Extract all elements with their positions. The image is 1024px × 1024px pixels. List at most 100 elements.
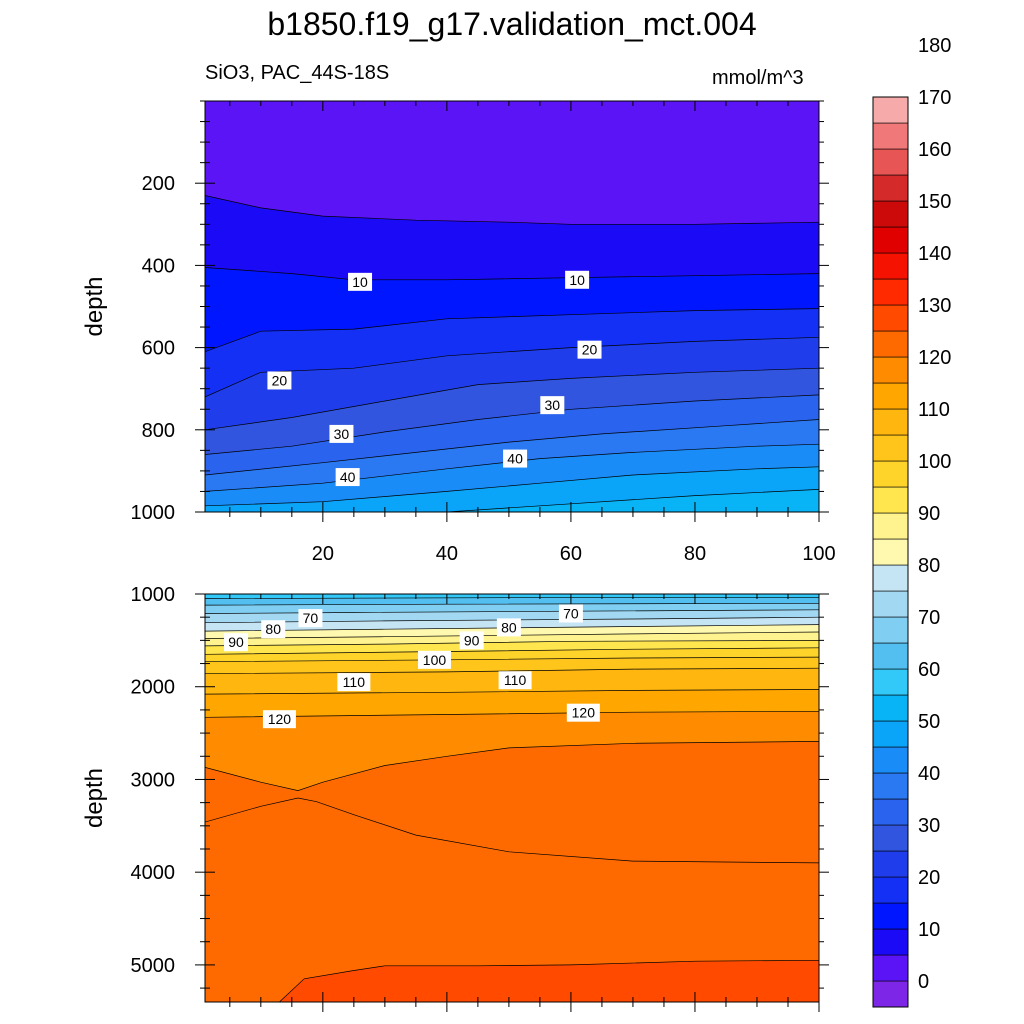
contour-line — [205, 336, 819, 398]
contour-label-text: 70 — [303, 610, 319, 626]
colorbar-swatch — [872, 434, 909, 462]
colorbar-swatch — [872, 928, 909, 956]
contour-line — [205, 195, 819, 225]
colorbar-swatch — [872, 720, 909, 748]
contour-line — [205, 656, 819, 663]
contour-line — [205, 308, 819, 353]
colorbar-label: 20 — [918, 867, 940, 889]
contour-line — [205, 959, 819, 1002]
y-tick-label: 1000 — [131, 584, 176, 606]
contour-label-text: 20 — [582, 342, 598, 358]
colorbar-swatch — [872, 512, 909, 540]
y-tick-label: 600 — [142, 338, 175, 360]
contour-label-text: 40 — [507, 451, 523, 467]
colorbar-swatch — [872, 486, 909, 514]
contour-line — [205, 689, 819, 695]
units-label: mmol/m^3 — [712, 67, 804, 89]
contour-label: 70 — [558, 604, 583, 623]
colorbar-label: 140 — [918, 243, 951, 265]
contour-label-text: 10 — [569, 272, 585, 288]
contour-label: 30 — [540, 396, 565, 415]
contour-label: 120 — [566, 703, 600, 722]
colorbar-swatch — [872, 278, 909, 306]
colorbar-label: 50 — [918, 711, 940, 733]
contour-label-text: 70 — [563, 605, 579, 621]
colorbar-swatch — [872, 694, 909, 722]
colorbar-swatch — [872, 200, 909, 228]
contour-label-text: 120 — [572, 705, 596, 721]
chart-title: b1850.f19_g17.validation_mct.004 — [267, 6, 757, 42]
contour-label: 70 — [298, 609, 323, 628]
y-tick-label: 200 — [142, 173, 175, 195]
colorbar-swatch — [872, 538, 909, 566]
contour-line — [205, 419, 819, 476]
y-tick-label: 4000 — [131, 862, 176, 884]
contour-label: 40 — [503, 449, 528, 468]
contour-line — [205, 394, 819, 455]
contour-band — [205, 489, 819, 512]
colorbar-swatch — [872, 850, 909, 878]
colorbar-label: 160 — [918, 139, 951, 161]
colorbar-swatch — [872, 122, 909, 150]
y-tick-label: 3000 — [131, 769, 176, 791]
y-axis-label: depth — [81, 276, 108, 336]
y-tick-label: 400 — [142, 255, 175, 277]
contour-label-text: 40 — [340, 469, 356, 485]
chart-subtitle: SiO3, PAC_44S-18S — [205, 62, 390, 84]
contour-label: 110 — [498, 671, 532, 690]
contour-label-text: 90 — [228, 634, 244, 650]
x-tick-label: 40 — [436, 543, 458, 565]
contour-line — [205, 741, 819, 791]
y-axis-label: depth — [81, 768, 108, 828]
contour-label-text: 90 — [464, 632, 480, 648]
contour-label: 20 — [577, 340, 602, 359]
contour-label-text: 30 — [545, 397, 561, 413]
colorbar-swatch — [872, 252, 909, 280]
contour-label-text: 110 — [343, 674, 366, 690]
contour-label: 10 — [565, 270, 590, 289]
contour-line — [205, 667, 819, 675]
colorbar-label: 180 — [918, 35, 951, 57]
contour-label: 20 — [267, 371, 292, 390]
colorbar: 0 10 20 30 40 50 60 70 80 90 100 110 120 130 140 150 160… — [872, 0, 951, 1008]
colorbar-label: 120 — [918, 347, 951, 369]
colorbar-label: 60 — [918, 659, 940, 681]
contour-label-text: 80 — [265, 621, 281, 637]
contour-label-text: 10 — [352, 274, 368, 290]
contour-label-text: 30 — [334, 426, 350, 442]
colorbar-swatch — [872, 148, 909, 176]
contour-label-text: 20 — [272, 372, 288, 388]
contour-label: 120 — [262, 710, 296, 729]
contour-band — [205, 798, 819, 1002]
contour-line — [205, 466, 819, 507]
colorbar-label: 90 — [918, 503, 940, 525]
colorbar-label: 150 — [918, 191, 951, 213]
plot-frame — [204, 593, 820, 1003]
contour-label-text: 110 — [504, 672, 527, 688]
colorbar-label: 130 — [918, 295, 951, 317]
colorbar-swatch — [872, 902, 909, 930]
upper-panel: 10 10 20 20 30 30 40 40 20 40 60 80 100 200 400 600 800 1… — [81, 100, 836, 565]
colorbar-swatch — [872, 642, 909, 670]
contour-label: 100 — [417, 650, 451, 669]
contour-label-text: 100 — [423, 652, 447, 668]
colorbar-swatch — [872, 772, 909, 800]
colorbar-label: 170 — [918, 87, 951, 109]
colorbar-label: 30 — [918, 815, 940, 837]
colorbar-swatch — [872, 798, 909, 826]
colorbar-frame — [872, 96, 909, 1008]
contour-label: 80 — [496, 618, 521, 637]
contour-line — [205, 367, 819, 431]
colorbar-swatch — [872, 590, 909, 618]
colorbar-label: 70 — [918, 607, 940, 629]
y-tick-label: 1000 — [131, 502, 176, 524]
y-tick-label: 2000 — [131, 677, 176, 699]
colorbar-swatch — [872, 460, 909, 488]
colorbar-swatch — [872, 668, 909, 696]
lower-panel: 70 80 90 70 80 90 100 110 110 120 120 1000 2000 3000 4… — [81, 584, 829, 1012]
x-tick-label: 80 — [684, 543, 706, 565]
contour-line — [205, 609, 819, 614]
colorbar-swatch — [872, 746, 909, 774]
x-tick-label: 60 — [560, 543, 582, 565]
